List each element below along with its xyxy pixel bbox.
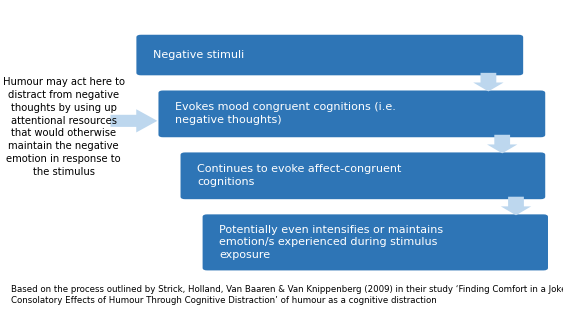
FancyBboxPatch shape [158,90,545,137]
Polygon shape [487,135,517,153]
Text: Humour may act here to
distract from negative
thoughts by using up
attentional r: Humour may act here to distract from neg… [3,77,124,177]
FancyBboxPatch shape [181,152,545,199]
Text: Evokes mood congruent cognitions (i.e.
negative thoughts): Evokes mood congruent cognitions (i.e. n… [175,102,396,125]
FancyBboxPatch shape [203,214,548,270]
Text: Negative stimuli: Negative stimuli [153,50,244,60]
Text: Based on the process outlined by Strick, Holland, Van Baaren & Van Knippenberg (: Based on the process outlined by Strick,… [11,285,563,305]
Text: Potentially even intensifies or maintains
emotion/s experienced during stimulus
: Potentially even intensifies or maintain… [219,225,443,260]
Polygon shape [110,109,158,132]
Polygon shape [473,73,503,91]
Polygon shape [501,197,531,215]
Text: Continues to evoke affect-congruent
cognitions: Continues to evoke affect-congruent cogn… [197,164,401,187]
FancyBboxPatch shape [136,35,523,75]
